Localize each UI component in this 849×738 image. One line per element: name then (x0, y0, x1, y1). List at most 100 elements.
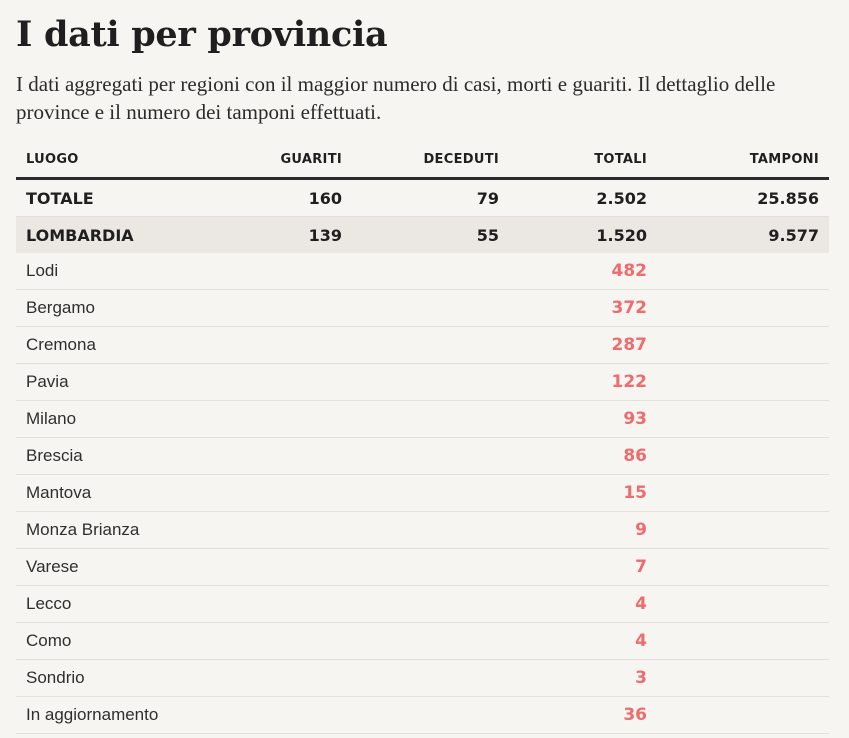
province-name: Brescia (16, 437, 222, 475)
province-tamponi (657, 474, 829, 512)
totale-totali: 2.502 (509, 178, 657, 217)
table-body: TOTALE 160 79 2.502 25.856 LOMBARDIA 139… (16, 178, 829, 734)
province-row: Lodi 482 (16, 253, 829, 290)
province-guariti (222, 622, 352, 660)
region-luogo: LOMBARDIA (16, 216, 222, 253)
province-name: Bergamo (16, 289, 222, 327)
province-guariti (222, 326, 352, 364)
province-row: Pavia 122 (16, 363, 829, 401)
province-tamponi (657, 253, 829, 290)
province-row: Mantova 15 (16, 474, 829, 512)
province-tamponi (657, 363, 829, 401)
province-row: Brescia 86 (16, 437, 829, 475)
province-name: Cremona (16, 326, 222, 364)
column-header-tamponi: TAMPONI (657, 142, 829, 180)
province-row: Lecco 4 (16, 585, 829, 623)
province-guariti (222, 696, 352, 734)
province-guariti (222, 659, 352, 697)
province-row: In aggiornamento 36 (16, 696, 829, 734)
header-row: LUOGO GUARITI DECEDUTI TOTALI TAMPONI (16, 142, 829, 180)
province-name: In aggiornamento (16, 696, 222, 734)
province-tamponi (657, 622, 829, 660)
province-totali: 86 (509, 437, 657, 475)
region-tamponi: 9.577 (657, 216, 829, 253)
province-name: Pavia (16, 363, 222, 401)
province-guariti (222, 548, 352, 586)
province-row: Milano 93 (16, 400, 829, 438)
province-name: Sondrio (16, 659, 222, 697)
province-deceduti (352, 622, 509, 660)
region-totali: 1.520 (509, 216, 657, 253)
province-guariti (222, 289, 352, 327)
province-tamponi (657, 326, 829, 364)
province-name: Mantova (16, 474, 222, 512)
province-totali: 3 (509, 659, 657, 697)
table-header: LUOGO GUARITI DECEDUTI TOTALI TAMPONI (16, 142, 829, 180)
province-row: Varese 7 (16, 548, 829, 586)
province-guariti (222, 363, 352, 401)
province-deceduti (352, 511, 509, 549)
province-name: Lodi (16, 253, 222, 290)
province-deceduti (352, 363, 509, 401)
totale-tamponi: 25.856 (657, 178, 829, 217)
province-deceduti (352, 326, 509, 364)
province-tamponi (657, 289, 829, 327)
province-totali: 482 (509, 253, 657, 290)
page-title: I dati per provincia (16, 14, 388, 55)
province-totali: 122 (509, 363, 657, 401)
province-totali: 15 (509, 474, 657, 512)
province-guariti (222, 437, 352, 475)
province-deceduti (352, 585, 509, 623)
province-totali: 36 (509, 696, 657, 734)
column-header-guariti: GUARITI (222, 142, 352, 180)
province-deceduti (352, 696, 509, 734)
province-row: Como 4 (16, 622, 829, 660)
province-name: Varese (16, 548, 222, 586)
province-tamponi (657, 659, 829, 697)
article-section: I dati per provincia I dati aggregati pe… (16, 0, 829, 734)
province-guariti (222, 253, 352, 290)
province-deceduti (352, 548, 509, 586)
province-guariti (222, 585, 352, 623)
province-data-table: LUOGO GUARITI DECEDUTI TOTALI TAMPONI TO… (16, 142, 829, 734)
totale-guariti: 160 (222, 178, 352, 217)
province-guariti (222, 400, 352, 438)
region-deceduti: 55 (352, 216, 509, 253)
province-deceduti (352, 400, 509, 438)
province-totali: 93 (509, 400, 657, 438)
province-row: Monza Brianza 9 (16, 511, 829, 549)
province-totali: 7 (509, 548, 657, 586)
province-deceduti (352, 289, 509, 327)
province-name: Lecco (16, 585, 222, 623)
totale-luogo: TOTALE (16, 178, 222, 217)
region-row-lombardia: LOMBARDIA 139 55 1.520 9.577 (16, 216, 829, 253)
province-tamponi (657, 400, 829, 438)
intro-text: I dati aggregati per regioni con il magg… (16, 72, 776, 124)
totale-row: TOTALE 160 79 2.502 25.856 (16, 178, 829, 217)
province-tamponi (657, 511, 829, 549)
column-header-totali: TOTALI (509, 142, 657, 180)
province-name: Como (16, 622, 222, 660)
province-deceduti (352, 437, 509, 475)
province-row: Sondrio 3 (16, 659, 829, 697)
province-deceduti (352, 253, 509, 290)
province-guariti (222, 474, 352, 512)
region-guariti: 139 (222, 216, 352, 253)
totale-deceduti: 79 (352, 178, 509, 217)
province-totali: 4 (509, 585, 657, 623)
province-deceduti (352, 659, 509, 697)
province-tamponi (657, 696, 829, 734)
province-totali: 9 (509, 511, 657, 549)
province-tamponi (657, 548, 829, 586)
province-deceduti (352, 474, 509, 512)
province-tamponi (657, 437, 829, 475)
province-name: Monza Brianza (16, 511, 222, 549)
province-totali: 4 (509, 622, 657, 660)
column-header-deceduti: DECEDUTI (352, 142, 509, 180)
column-header-luogo: LUOGO (16, 142, 222, 180)
province-totali: 287 (509, 326, 657, 364)
province-tamponi (657, 585, 829, 623)
province-row: Cremona 287 (16, 326, 829, 364)
province-totali: 372 (509, 289, 657, 327)
province-guariti (222, 511, 352, 549)
